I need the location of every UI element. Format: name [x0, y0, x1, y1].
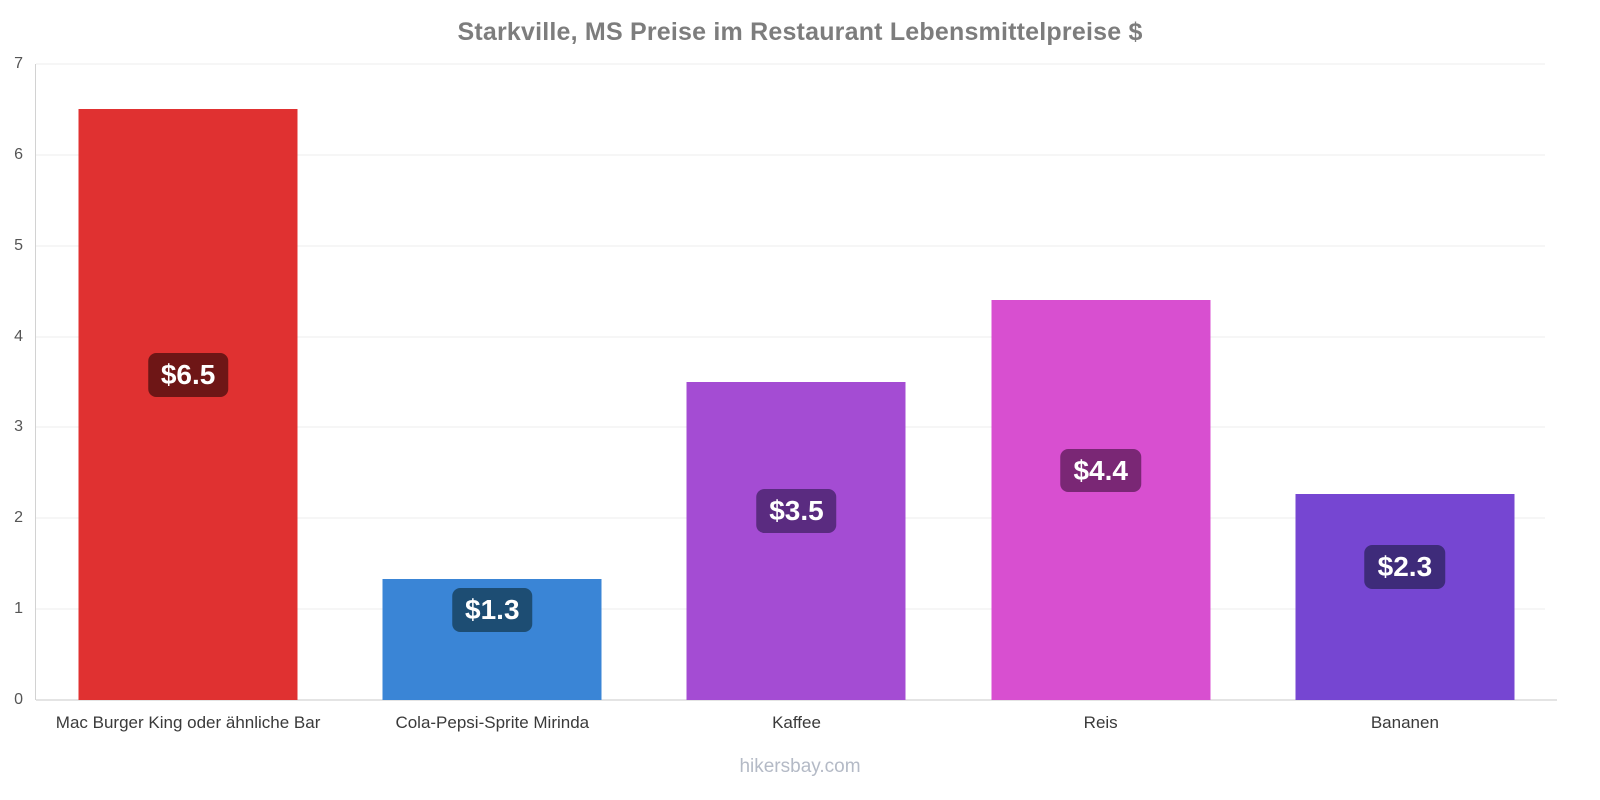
gridline-6 — [36, 154, 1545, 156]
plot-area: 0 1 2 3 4 5 6 7 $6.5 Mac Burger King oder ähnlich… — [14, 56, 1557, 732]
chart-title: Starkville, MS Preise im Restaurant Lebe… — [457, 18, 1143, 46]
bar-1: $6.5 — [78, 109, 298, 700]
x-axis-label: Cola-Pepsi-Sprite Mirinda — [395, 713, 590, 732]
x-axis-label: Bananen — [1370, 713, 1439, 732]
bar-value-label: $3.5 — [756, 489, 837, 533]
bar-value-label: $1.3 — [452, 588, 533, 632]
watermark-text: hikersbay.com — [739, 756, 861, 777]
bar-value-label: $6.5 — [147, 353, 229, 397]
y-tick-label-5: 5 — [14, 236, 23, 254]
bar-2: $1.3 — [382, 579, 602, 700]
bar-4: $4.4 — [991, 300, 1211, 700]
y-tick-label-7: 7 — [14, 55, 23, 72]
bar-5: $2.3 — [1295, 493, 1515, 700]
category-slot: $1.3 Cola-Pepsi-Sprite Mirinda — [340, 64, 644, 732]
category-slot: $3.5 Kaffee — [644, 64, 948, 732]
category-slot: $2.3 Bananen — [1253, 64, 1557, 732]
x-axis-label: Kaffee — [772, 713, 821, 732]
y-tick-label-1: 1 — [14, 600, 23, 618]
bar-value-label: $2.3 — [1364, 545, 1446, 589]
y-tick-label-4: 4 — [14, 327, 23, 345]
y-tick-label-6: 6 — [14, 145, 23, 163]
y-tick-label-3: 3 — [14, 418, 23, 436]
y-tick-label-0: 0 — [14, 691, 23, 708]
gridline-7 — [36, 63, 1545, 65]
gridline-0 — [36, 699, 1557, 701]
bar-value-label: $4.4 — [1060, 448, 1141, 493]
x-axis-label: Mac Burger King oder ähnliche Bar — [55, 713, 321, 732]
x-axis-label: Reis — [1083, 713, 1118, 732]
category-slot: $6.5 Mac Burger King oder ähnliche Bar — [36, 64, 340, 732]
bar-3: $3.5 — [686, 382, 906, 700]
gridline-5 — [36, 245, 1545, 247]
category-slot: $4.4 Reis — [949, 64, 1253, 732]
gridline-4 — [36, 336, 1545, 338]
y-tick-label-2: 2 — [14, 509, 23, 527]
